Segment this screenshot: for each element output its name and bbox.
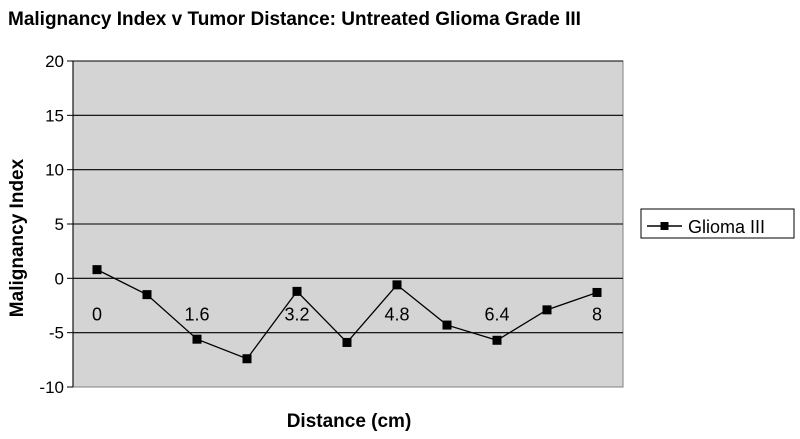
x-tick-label: 1.6 [184, 304, 209, 324]
x-axis-title: Distance (cm) [287, 411, 412, 432]
x-axis-ticks: 0 1.6 3.2 4.8 6.4 8 [92, 304, 602, 324]
data-point [592, 287, 602, 297]
y-tick-label: 0 [55, 269, 64, 288]
data-point [292, 286, 302, 296]
gridlines [67, 60, 623, 388]
y-tick-label: 15 [45, 106, 64, 125]
x-tick-label: 3.2 [284, 304, 309, 324]
y-tick-label: 5 [55, 215, 64, 234]
x-tick-label: 4.8 [384, 304, 409, 324]
y-tick-label: 10 [45, 161, 64, 180]
y-axis-ticks: 20 15 10 5 0 -5 -10 [39, 52, 64, 397]
data-point [442, 320, 452, 330]
data-point [92, 265, 102, 275]
x-tick-label: 8 [592, 304, 602, 324]
chart-title: Malignancy Index v Tumor Distance: Untre… [8, 9, 581, 30]
data-point [192, 334, 202, 344]
y-tick-label: -10 [39, 378, 64, 397]
y-tick-label: 20 [45, 52, 64, 71]
legend-marker-swatch [660, 222, 669, 230]
data-point [242, 354, 252, 364]
data-point [542, 305, 552, 315]
x-tick-label: 0 [92, 304, 102, 324]
data-point [492, 335, 502, 345]
legend: Glioma III [640, 208, 795, 239]
y-tick-label: -5 [49, 324, 64, 343]
x-tick-label: 6.4 [484, 304, 509, 324]
data-point [342, 337, 352, 347]
y-axis-title: Malignancy Index [7, 158, 28, 317]
data-point [392, 280, 402, 290]
legend-label-glioma-iii: Glioma III [688, 217, 765, 237]
series-glioma-iii [92, 265, 602, 364]
data-point [142, 290, 152, 300]
